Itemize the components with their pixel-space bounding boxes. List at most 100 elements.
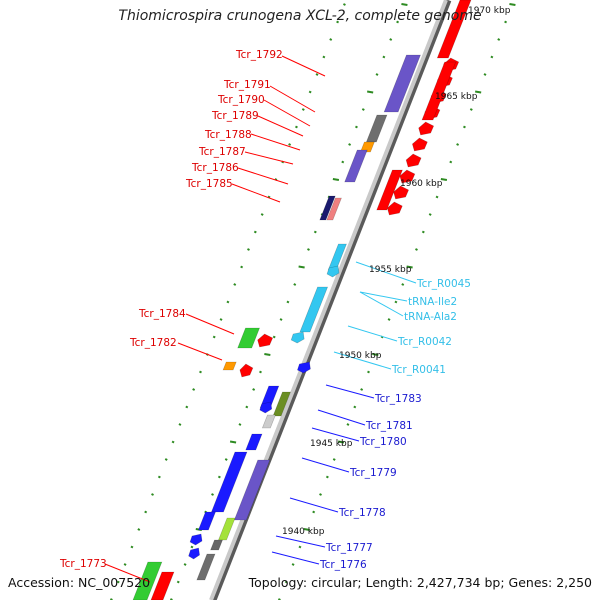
track-tick — [192, 388, 196, 391]
track-tick — [301, 108, 305, 111]
track-tick — [123, 563, 127, 566]
gene-label: Tcr_1778 — [338, 507, 386, 519]
track-tick — [245, 405, 249, 409]
track-tick — [217, 475, 221, 479]
track-tick — [322, 55, 326, 59]
track-tick — [151, 493, 154, 496]
track-tick — [342, 3, 346, 6]
track-tick — [157, 475, 161, 479]
gene-arrow — [290, 331, 305, 344]
gene-feature — [383, 54, 421, 113]
track-tick — [298, 265, 305, 269]
track-tick — [463, 125, 466, 129]
gene-label: Tcr_1780 — [359, 436, 407, 448]
scale-label-1965: 1965 kbp — [435, 92, 478, 102]
gene-label: Tcr_R0045 — [416, 278, 471, 290]
track-tick — [219, 318, 223, 321]
track-tick — [372, 353, 379, 356]
track-tick — [456, 143, 460, 146]
track-tick — [286, 300, 290, 304]
track-tick — [226, 300, 230, 304]
gene-arrow — [399, 169, 416, 184]
connector-line — [301, 457, 350, 473]
gene-label: Tcr_1787 — [198, 146, 246, 158]
track-tick — [428, 213, 432, 216]
track-tick — [259, 370, 262, 374]
track-tick — [490, 55, 494, 59]
gene-feature — [344, 149, 368, 183]
gene-feature — [218, 517, 236, 541]
connector-line — [177, 342, 223, 361]
track-tick — [474, 90, 482, 94]
track-tick — [190, 545, 194, 549]
gene-label: Tcr_1784 — [138, 308, 186, 320]
track-tick — [199, 370, 202, 374]
track-tick — [291, 563, 295, 566]
gene-arrow — [239, 363, 254, 378]
gene-feature — [211, 451, 248, 513]
gene-label: tRNA-Ile2 — [408, 296, 457, 308]
track-tick — [171, 440, 175, 444]
gene-arrow — [393, 185, 409, 200]
scale-label-1960: 1960 kbp — [400, 179, 443, 189]
track-tick — [435, 195, 439, 199]
tick-track-outer — [277, 3, 516, 600]
track-tick — [336, 20, 340, 24]
track-tick — [185, 405, 189, 409]
track-tick — [178, 423, 182, 426]
track-tick — [469, 108, 473, 111]
track-tick — [229, 440, 237, 444]
gene-label: Tcr_1773 — [59, 558, 107, 570]
track-tick — [211, 493, 214, 496]
track-tick — [396, 20, 400, 24]
track-tick — [415, 248, 418, 251]
connector-line — [185, 313, 235, 335]
track-tick — [387, 318, 391, 321]
track-tick — [509, 3, 516, 6]
track-tick — [164, 458, 168, 461]
track-tick — [307, 248, 310, 251]
gene-feature — [326, 197, 342, 221]
track-tick — [375, 73, 379, 76]
gene-feature — [261, 414, 276, 429]
connector-line — [250, 133, 301, 151]
track-tick — [252, 388, 256, 391]
gene-arrow — [405, 153, 422, 168]
track-tick — [284, 580, 288, 584]
track-tick — [337, 440, 345, 444]
gene-feature — [197, 511, 216, 531]
track-tick — [272, 335, 276, 339]
track-tick — [389, 38, 393, 41]
track-tick — [332, 178, 340, 181]
scale-label-1955: 1955 kbp — [369, 265, 412, 275]
gene-label: Tcr_1776 — [319, 559, 367, 571]
track-tick — [293, 283, 297, 286]
track-tick — [401, 3, 408, 6]
gene-label: Tcr_1777 — [325, 542, 373, 554]
gene-arrow — [189, 533, 203, 546]
scale-label-1970: 1970 kbp — [468, 6, 511, 16]
track-tick — [329, 38, 333, 41]
gene-label: Tcr_1785 — [185, 178, 233, 190]
scale-label-1940: 1940 kbp — [282, 527, 325, 537]
gene-arrow — [386, 201, 403, 216]
connector-line — [325, 384, 375, 399]
track-tick — [366, 90, 374, 94]
track-tick — [313, 230, 317, 234]
track-tick — [355, 125, 358, 129]
gene-label: Tcr_1782 — [129, 337, 177, 349]
gene-label: tRNA-Ala2 — [404, 311, 457, 323]
track-tick — [233, 283, 237, 286]
track-tick — [319, 493, 322, 496]
track-tick — [176, 580, 180, 584]
gene-arrow — [326, 265, 340, 278]
track-tick — [267, 195, 271, 199]
gene-label: Tcr_1786 — [191, 162, 239, 174]
gene-labels-left: Tcr_1792 Tcr_1791 Tcr_1790 Tcr_1789 Tcr_… — [59, 49, 283, 570]
track-tick — [288, 143, 292, 146]
label-connectors — [104, 55, 417, 583]
track-tick — [346, 423, 350, 426]
gene-label: Tcr_1781 — [365, 420, 413, 432]
gene-feature — [376, 169, 403, 211]
